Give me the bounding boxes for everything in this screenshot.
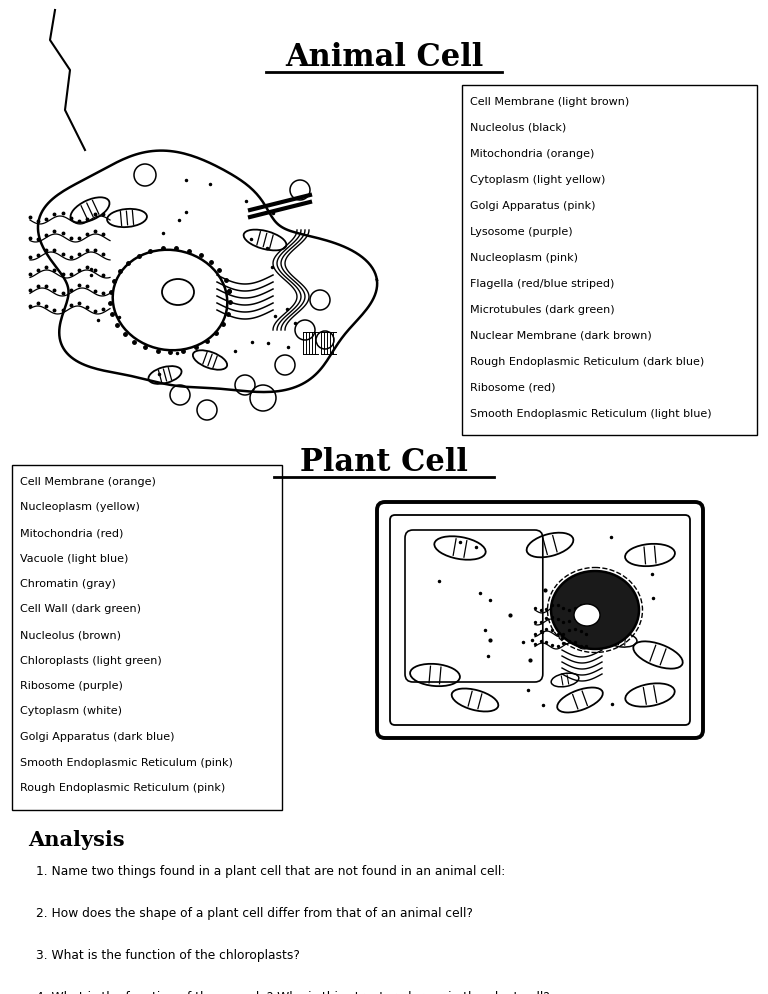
Text: Nucleoplasm (yellow): Nucleoplasm (yellow) (20, 503, 140, 513)
Ellipse shape (574, 604, 600, 626)
Text: Cytoplasm (white): Cytoplasm (white) (20, 707, 122, 717)
Text: 2. How does the shape of a plant cell differ from that of an animal cell?: 2. How does the shape of a plant cell di… (36, 907, 473, 920)
Text: Flagella (red/blue striped): Flagella (red/blue striped) (470, 279, 614, 289)
Text: Smooth Endoplasmic Reticulum (pink): Smooth Endoplasmic Reticulum (pink) (20, 757, 233, 767)
Text: Analysis: Analysis (28, 830, 124, 850)
Text: Golgi Apparatus (dark blue): Golgi Apparatus (dark blue) (20, 732, 174, 742)
Text: Chloroplasts (light green): Chloroplasts (light green) (20, 655, 162, 666)
Text: Nucleoplasm (pink): Nucleoplasm (pink) (470, 253, 578, 263)
Text: Smooth Endoplasmic Reticulum (light blue): Smooth Endoplasmic Reticulum (light blue… (470, 409, 712, 419)
Text: Ribosome (purple): Ribosome (purple) (20, 681, 123, 691)
Text: Golgi Apparatus (pink): Golgi Apparatus (pink) (470, 201, 595, 211)
Text: Lysosome (purple): Lysosome (purple) (470, 227, 573, 237)
Text: Mitochondria (orange): Mitochondria (orange) (470, 149, 594, 159)
Text: Rough Endoplasmic Reticulum (pink): Rough Endoplasmic Reticulum (pink) (20, 783, 225, 793)
Text: Nucleolus (brown): Nucleolus (brown) (20, 630, 121, 640)
Text: Vacuole (light blue): Vacuole (light blue) (20, 554, 128, 564)
Text: Microtubules (dark green): Microtubules (dark green) (470, 305, 614, 315)
Text: Cytoplasm (light yellow): Cytoplasm (light yellow) (470, 175, 605, 185)
Text: 1. Name two things found in a plant cell that are not found in an animal cell:: 1. Name two things found in a plant cell… (36, 865, 505, 878)
Text: Cell Membrane (orange): Cell Membrane (orange) (20, 477, 156, 487)
Text: Plant Cell: Plant Cell (300, 447, 468, 478)
Text: Nuclear Membrane (dark brown): Nuclear Membrane (dark brown) (470, 331, 652, 341)
Text: Nucleolus (black): Nucleolus (black) (470, 123, 566, 133)
Text: Animal Cell: Animal Cell (285, 42, 483, 73)
Text: Mitochondria (red): Mitochondria (red) (20, 528, 124, 538)
Text: Cell Wall (dark green): Cell Wall (dark green) (20, 604, 141, 614)
Text: 3. What is the function of the chloroplasts?: 3. What is the function of the chloropla… (36, 949, 300, 962)
Text: 4. What is the function of the vacuole? Why is this structure larger in the plan: 4. What is the function of the vacuole? … (36, 991, 550, 994)
Text: Chromatin (gray): Chromatin (gray) (20, 579, 116, 589)
Text: Rough Endoplasmic Reticulum (dark blue): Rough Endoplasmic Reticulum (dark blue) (470, 357, 704, 367)
Text: Ribosome (red): Ribosome (red) (470, 383, 555, 393)
Text: Cell Membrane (light brown): Cell Membrane (light brown) (470, 97, 629, 107)
Ellipse shape (551, 571, 639, 649)
